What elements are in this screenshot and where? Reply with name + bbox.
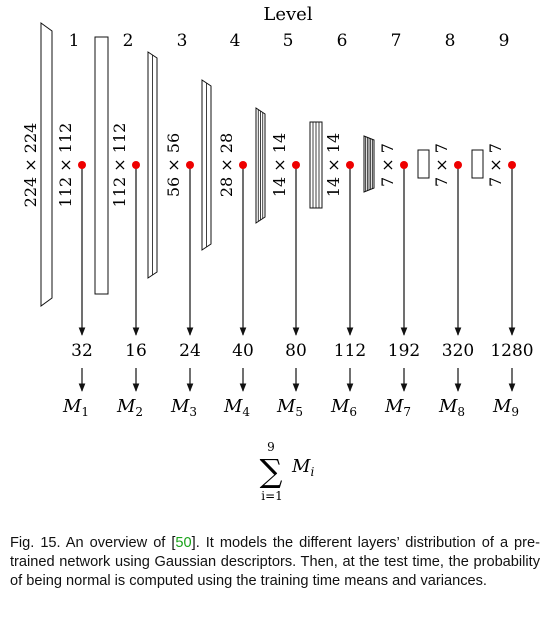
spatial-size-label: 112 × 112	[110, 123, 129, 208]
gaussian-descriptor-label: M7	[384, 396, 411, 419]
efficientnet-levels-diagram: Level 224 × 224 1 112 × 112 32 M1 2 112 × 112 1…	[0, 0, 549, 520]
caption-reference-link[interactable]: 50	[175, 535, 191, 551]
layer-box	[95, 37, 108, 294]
sum-formula: 9 ∑ i=1 Mi	[260, 440, 315, 503]
level-number: 7	[391, 31, 402, 51]
level-number: 3	[177, 31, 188, 51]
feature-point	[132, 161, 140, 169]
spatial-size-label: 7 × 7	[378, 143, 397, 187]
gaussian-descriptor-label: M5	[276, 396, 303, 419]
channels-label: 24	[179, 341, 201, 361]
spatial-size-label: 28 × 28	[217, 133, 236, 197]
gaussian-descriptor-label: M3	[170, 396, 197, 419]
spatial-size-label: 14 × 14	[270, 133, 289, 197]
spatial-size-label: 7 × 7	[432, 143, 451, 187]
level-number: 2	[123, 31, 134, 51]
spatial-size-label: 56 × 56	[164, 133, 183, 197]
spatial-size-label: 7 × 7	[486, 143, 505, 187]
feature-point	[454, 161, 462, 169]
channels-label: 192	[388, 341, 420, 361]
feature-point	[292, 161, 300, 169]
gaussian-descriptor-label: M2	[116, 396, 143, 419]
level-number: 9	[499, 31, 510, 51]
figure-caption: Fig. 15. An overview of [50]. It models …	[10, 534, 540, 591]
feature-point	[400, 161, 408, 169]
channels-label: 16	[125, 341, 147, 361]
feature-point	[239, 161, 247, 169]
gaussian-descriptor-label: M4	[223, 396, 250, 419]
channels-label: 1280	[490, 341, 533, 361]
gaussian-descriptor-label: M1	[62, 396, 89, 419]
channels-label: 32	[71, 341, 93, 361]
gaussian-descriptor-label: M8	[438, 396, 465, 419]
level-number: 1	[69, 31, 80, 51]
gaussian-descriptor-label: M9	[492, 396, 519, 419]
caption-prefix: Fig. 15. An overview of [	[10, 535, 175, 551]
channels-label: 112	[334, 341, 366, 361]
gaussian-descriptor-label: M6	[330, 396, 357, 419]
feature-point	[346, 161, 354, 169]
layer-box	[472, 150, 483, 178]
spatial-size-label: 14 × 14	[324, 133, 343, 197]
layer-box	[418, 150, 429, 178]
sum-term: Mi	[291, 456, 314, 479]
feature-point	[78, 161, 86, 169]
sum-lower-limit: i=1	[261, 489, 283, 503]
input-size-label: 224 × 224	[21, 123, 40, 208]
channels-label: 80	[285, 341, 307, 361]
channels-label: 40	[232, 341, 254, 361]
channels-label: 320	[442, 341, 474, 361]
input-layer-box	[41, 23, 52, 306]
level-number: 8	[445, 31, 456, 51]
level-number: 5	[283, 31, 294, 51]
spatial-size-label: 112 × 112	[56, 123, 75, 208]
feature-point	[508, 161, 516, 169]
level-number: 4	[230, 31, 241, 51]
level-number: 6	[337, 31, 348, 51]
feature-point	[186, 161, 194, 169]
level-title: Level	[263, 4, 312, 25]
sum-symbol: ∑	[260, 452, 283, 490]
